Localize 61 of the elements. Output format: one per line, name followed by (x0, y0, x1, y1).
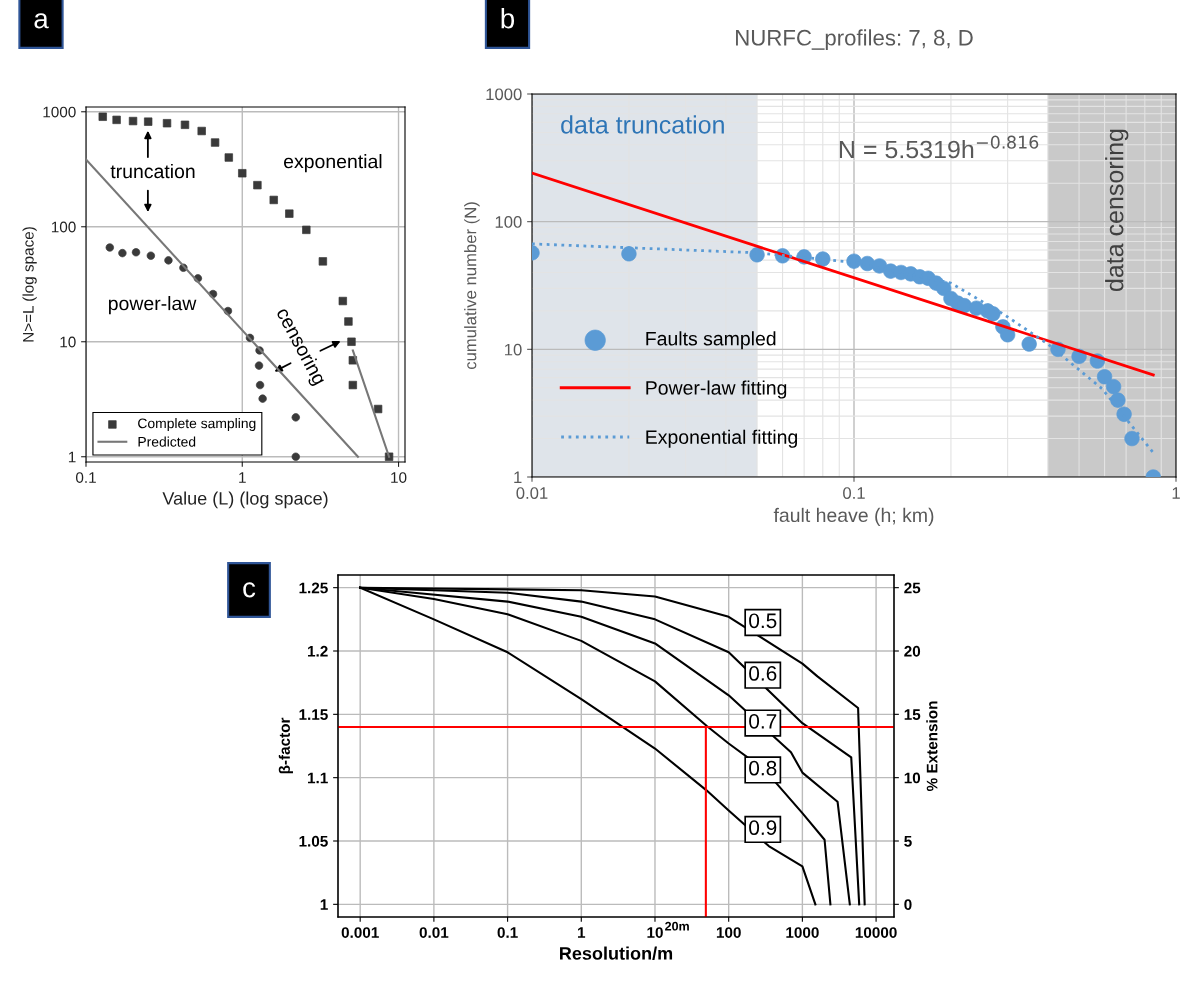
y2-axis-title: % Extension (926, 701, 938, 792)
legend-label: Power-law fitting (646, 380, 787, 399)
x-tick-label: 10 (647, 927, 663, 938)
annotation: 0.7 (749, 713, 777, 729)
x-tick-label: 0.1 (75, 472, 96, 483)
y-tick-label: 10 (60, 336, 76, 348)
y-tick-label: 1.05 (299, 835, 328, 847)
chart-title: NURFC_profiles: 7, 8, D (736, 29, 973, 50)
annotation: power-law (108, 296, 197, 315)
y2-tick-label: 0 (904, 899, 912, 911)
legend-label: Predicted (138, 436, 196, 447)
y2-tick-label: 25 (904, 582, 921, 594)
annotation: 0.5 (749, 613, 777, 629)
y2-tick-label: 15 (904, 709, 921, 721)
annotation: data truncation (561, 115, 724, 134)
legend-label: Complete sampling (138, 418, 256, 431)
y-axis-title: β-factor (278, 717, 293, 774)
y-tick-label: 10 (505, 343, 522, 356)
x-tick-label: 1 (1172, 487, 1180, 499)
legend-label: Faults sampled (646, 331, 776, 350)
x-tick-label: 1 (578, 927, 586, 938)
annotation: data censoring (1105, 129, 1129, 291)
x-axis-title: Value (L) (log space) (162, 491, 328, 509)
annotation: N = 5.5319h$^{−0.816}$ (839, 135, 1039, 159)
y2-tick-label: 5 (904, 836, 912, 847)
y-tick-label: 1.15 (299, 709, 328, 721)
text: c (243, 582, 256, 598)
text: b (501, 8, 515, 29)
annotation: 0.6 (749, 666, 777, 681)
x-tick-label: 0.01 (516, 487, 548, 499)
y-tick-label: 1 (68, 451, 76, 463)
annotation: exponential (284, 154, 382, 173)
x-tick-label: 0.01 (419, 927, 449, 938)
x-axis-title: Resolution/m (560, 946, 673, 960)
y-tick-label: 100 (51, 221, 76, 233)
x-tick-label: 1000 (786, 927, 819, 938)
y2-tick-label: 20 (904, 645, 921, 657)
y-axis-title: cumulative number (N) (464, 202, 480, 370)
x-tick-label: 100 (716, 927, 741, 938)
x-tick-label: 0.1 (497, 927, 518, 938)
y-tick-label: 100 (495, 216, 522, 228)
y-tick-label: 1 (320, 899, 328, 910)
x-axis-title: fault heave (h; km) (773, 507, 934, 526)
y-tick-label: 1.25 (299, 582, 328, 594)
y-tick-label: 1000 (43, 106, 76, 118)
x-tick-label: 0.1 (843, 487, 865, 499)
y-axis-title: N>=L (log space) (22, 227, 37, 342)
annotation: truncation (110, 163, 195, 179)
y-tick-label: 1.2 (308, 645, 328, 657)
annotation: 0.8 (749, 760, 777, 776)
y2-tick-label: 10 (904, 772, 921, 784)
x-tick-label: 10000 (855, 927, 897, 938)
text: 20m (665, 921, 689, 931)
text: a (34, 13, 49, 29)
x-tick-label: 0.001 (341, 927, 379, 938)
x-tick-label: 10 (391, 472, 407, 483)
annotation: 0.9 (749, 820, 777, 836)
y-tick-label: 1000 (486, 88, 522, 101)
y-tick-label: 1.1 (308, 772, 328, 784)
legend-label: Exponential fitting (646, 429, 798, 448)
x-tick-label: 1 (239, 472, 246, 483)
